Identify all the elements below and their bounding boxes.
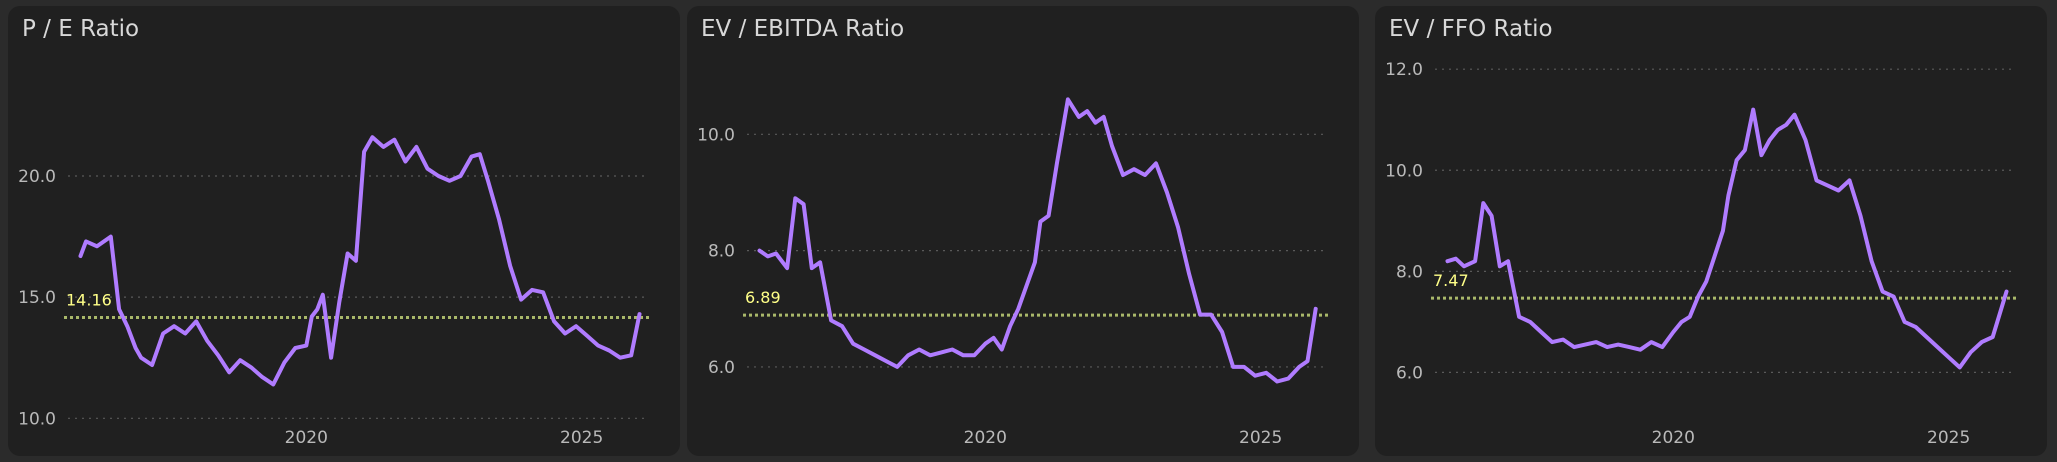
pe-ratio-title: P / E Ratio — [22, 16, 140, 42]
ev-ebitda-ytick-label: 8.0 — [708, 242, 735, 262]
ev-ffo-ytick-label: 6.0 — [1396, 363, 1423, 383]
ev-ffo-title: EV / FFO Ratio — [1389, 16, 1553, 42]
pe-ytick-label: 20.0 — [18, 167, 56, 187]
pe-ratio-panel: P / E Ratio 10.0 15.0 20.0 2020 2025 14.16 — [8, 6, 680, 456]
ev-ebitda-series-line — [757, 97, 1318, 384]
ev-ffo-series-line — [1445, 107, 2009, 370]
pe-xtick-label: 2025 — [560, 428, 603, 448]
ev-ffo-ytick-label: 12.0 — [1385, 60, 1423, 80]
ev-ffo-xtick-label: 2020 — [1652, 428, 1695, 448]
ev-ebitda-title: EV / EBITDA Ratio — [701, 16, 905, 42]
pe-series-line — [78, 135, 642, 387]
ev-ebitda-xtick-label: 2020 — [964, 428, 1007, 448]
ev-ebitda-chart: 6.0 8.0 10.0 2020 2025 6.89 — [697, 97, 1331, 448]
ev-ffo-average-label: 7.47 — [1433, 271, 1469, 290]
ev-ebitda-ytick-label: 10.0 — [697, 125, 735, 145]
ev-ffo-chart: 6.0 8.0 10.0 12.0 2020 2025 7.47 — [1385, 60, 2019, 448]
ev-ffo-ytick-label: 10.0 — [1385, 161, 1423, 181]
ev-ffo-ytick-label: 8.0 — [1396, 262, 1423, 282]
pe-ytick-label: 10.0 — [18, 409, 56, 429]
ev-ebitda-ytick-label: 6.0 — [708, 358, 735, 378]
pe-ratio-chart: 10.0 15.0 20.0 2020 2025 14.16 — [18, 135, 652, 448]
pe-xtick-label: 2020 — [285, 428, 328, 448]
pe-average-label: 14.16 — [66, 291, 112, 310]
ev-ffo-xtick-label: 2025 — [1927, 428, 1970, 448]
ev-ebitda-panel: EV / EBITDA Ratio 6.0 8.0 10.0 2020 2025 6.89 — [687, 6, 1359, 456]
pe-ytick-label: 15.0 — [18, 288, 56, 308]
ev-ebitda-xtick-label: 2025 — [1239, 428, 1282, 448]
ev-ebitda-average-label: 6.89 — [745, 288, 781, 307]
ev-ffo-panel: EV / FFO Ratio 6.0 8.0 10.0 12.0 2020 2025 7.4… — [1375, 6, 2047, 456]
